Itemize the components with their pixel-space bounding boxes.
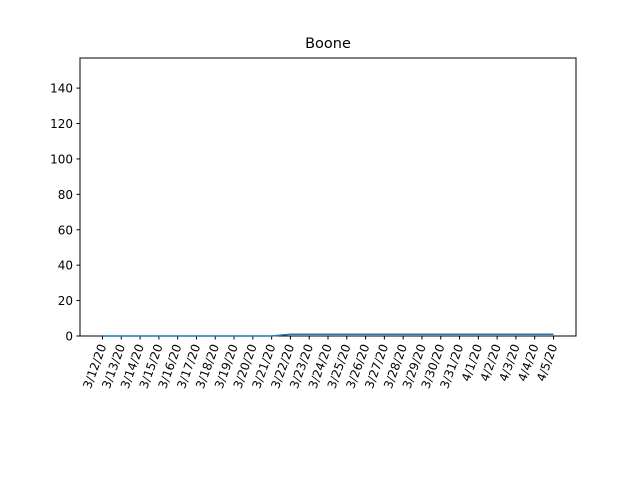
y-tick-label: 80	[58, 188, 73, 202]
y-tick-label: 100	[50, 152, 73, 166]
chart-title: Boone	[305, 36, 351, 52]
y-tick-label: 140	[50, 82, 73, 96]
x-axis: 3/12/203/13/203/14/203/15/203/16/203/17/…	[80, 336, 560, 391]
y-tick-label: 60	[58, 223, 73, 237]
y-tick-label: 0	[65, 330, 73, 344]
y-tick-label: 40	[58, 259, 73, 273]
plot-area	[79, 57, 577, 337]
series-line	[102, 333, 554, 337]
y-tick-label: 120	[50, 117, 73, 131]
y-tick-label: 20	[58, 294, 73, 308]
y-axis: 0 20 40 60 80 100 120 140	[50, 82, 80, 344]
series-group	[102, 333, 554, 337]
